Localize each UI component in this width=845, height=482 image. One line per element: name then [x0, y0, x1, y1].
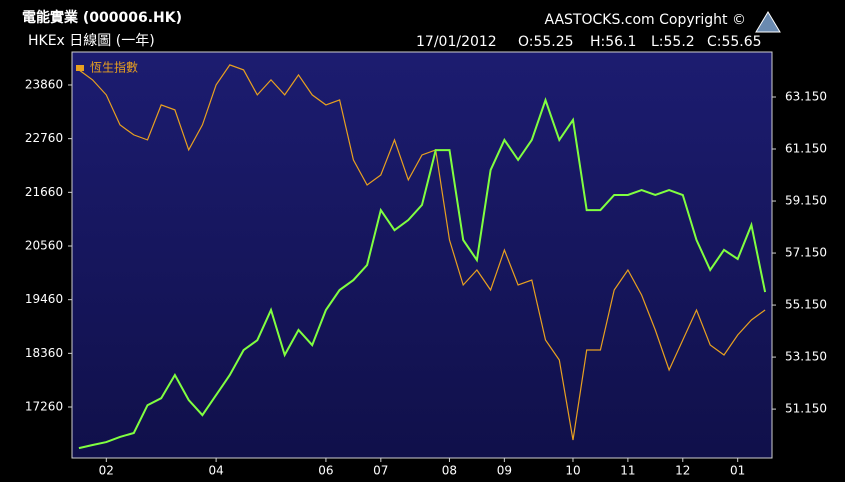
chart-subtitle: HKEx 日線圖 (一年) [28, 33, 155, 49]
series-line [78, 97, 767, 450]
y-tick-label: 19460 [25, 292, 63, 306]
x-tick-label: 06 [318, 464, 333, 478]
x-tick-label: 08 [442, 464, 457, 478]
x-tick-label: 10 [565, 464, 580, 478]
logo [755, 11, 781, 33]
y-tick-label: 18360 [25, 346, 63, 360]
high: H:56.1 [590, 34, 636, 50]
y2-tick-label: 63.150 [785, 89, 827, 103]
y-tick-label: 22760 [25, 131, 63, 145]
y-tick-label: 21660 [25, 185, 63, 199]
y-tick-label: 17260 [25, 400, 63, 414]
chart-title: 電能實業 (000006.HK) [22, 9, 182, 26]
y2-tick-label: 53.150 [785, 350, 827, 364]
y2-tick-label: 51.150 [785, 402, 827, 416]
y2-tick-label: 57.150 [785, 246, 827, 260]
low: L:55.2 [651, 34, 695, 50]
series-line [78, 64, 766, 441]
plot-area [71, 51, 773, 459]
close: C:55.65 [707, 34, 762, 50]
y2-tick-label: 59.150 [785, 194, 827, 208]
y-tick-label: 23860 [25, 77, 63, 91]
legend-label: 恆生指數 [90, 60, 138, 75]
x-tick-label: 09 [497, 464, 512, 478]
x-tick-label: 01 [730, 464, 745, 478]
x-tick-label: 04 [208, 464, 223, 478]
legend-swatch [76, 65, 84, 71]
y2-tick-label: 55.150 [785, 298, 827, 312]
date: 17/01/2012 [416, 34, 497, 50]
y2-tick-label: 61.150 [785, 142, 827, 156]
x-tick-label: 07 [373, 464, 388, 478]
x-tick-label: 11 [620, 464, 635, 478]
x-tick-label: 02 [99, 464, 114, 478]
open: O:55.25 [518, 34, 574, 50]
x-tick-label: 12 [675, 464, 690, 478]
copyright: AASTOCKS.com Copyright © [544, 12, 746, 28]
y-tick-label: 20560 [25, 238, 63, 252]
